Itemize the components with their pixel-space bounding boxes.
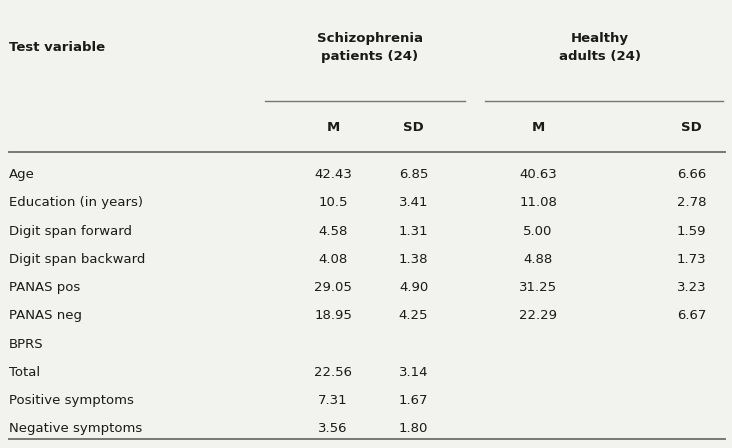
Text: Total: Total	[9, 366, 40, 379]
Text: 1.59: 1.59	[677, 224, 706, 238]
Text: 22.56: 22.56	[314, 366, 352, 379]
Text: Healthy
adults (24): Healthy adults (24)	[559, 31, 641, 63]
Text: Digit span backward: Digit span backward	[9, 253, 145, 266]
Text: PANAS neg: PANAS neg	[9, 309, 82, 323]
Text: SD: SD	[403, 121, 424, 134]
Text: Positive symptoms: Positive symptoms	[9, 394, 134, 407]
Text: 10.5: 10.5	[318, 196, 348, 210]
Text: 6.85: 6.85	[399, 168, 428, 181]
Text: 1.80: 1.80	[399, 422, 428, 435]
Text: 4.25: 4.25	[399, 309, 428, 323]
Text: 6.67: 6.67	[677, 309, 706, 323]
Text: PANAS pos: PANAS pos	[9, 281, 80, 294]
Text: 31.25: 31.25	[519, 281, 557, 294]
Text: 1.73: 1.73	[677, 253, 706, 266]
Text: M: M	[531, 121, 545, 134]
Text: 18.95: 18.95	[314, 309, 352, 323]
Text: 42.43: 42.43	[314, 168, 352, 181]
Text: Age: Age	[9, 168, 34, 181]
Text: 5.00: 5.00	[523, 224, 553, 238]
Text: 4.08: 4.08	[318, 253, 348, 266]
Text: 3.41: 3.41	[399, 196, 428, 210]
Text: 3.23: 3.23	[677, 281, 706, 294]
Text: 1.38: 1.38	[399, 253, 428, 266]
Text: M: M	[326, 121, 340, 134]
Text: BPRS: BPRS	[9, 337, 43, 351]
Text: 4.88: 4.88	[523, 253, 553, 266]
Text: Schizophrenia
patients (24): Schizophrenia patients (24)	[317, 31, 422, 63]
Text: Digit span forward: Digit span forward	[9, 224, 132, 238]
Text: 3.14: 3.14	[399, 366, 428, 379]
Text: Test variable: Test variable	[9, 40, 105, 54]
Text: Negative symptoms: Negative symptoms	[9, 422, 142, 435]
Text: 1.31: 1.31	[399, 224, 428, 238]
Text: 40.63: 40.63	[519, 168, 557, 181]
Text: 29.05: 29.05	[314, 281, 352, 294]
Text: 3.56: 3.56	[318, 422, 348, 435]
Text: 4.90: 4.90	[399, 281, 428, 294]
Text: 2.78: 2.78	[677, 196, 706, 210]
Text: 1.67: 1.67	[399, 394, 428, 407]
Text: 22.29: 22.29	[519, 309, 557, 323]
Text: 7.31: 7.31	[318, 394, 348, 407]
Text: SD: SD	[681, 121, 702, 134]
Text: 11.08: 11.08	[519, 196, 557, 210]
Text: 6.66: 6.66	[677, 168, 706, 181]
Text: Education (in years): Education (in years)	[9, 196, 143, 210]
Text: 4.58: 4.58	[318, 224, 348, 238]
